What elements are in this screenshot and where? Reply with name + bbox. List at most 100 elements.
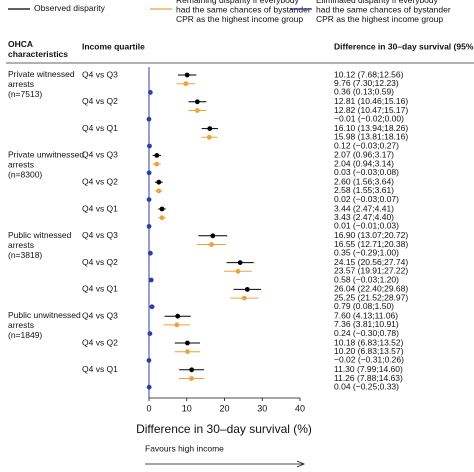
value-label: 0.04 (−0.25;0.33) xyxy=(334,381,399,391)
comparison-label: Q4 vs Q3 xyxy=(82,69,118,79)
comparison-label: Q4 vs Q3 xyxy=(82,310,118,320)
estimate-dot xyxy=(147,331,153,336)
estimate-dot xyxy=(206,134,212,140)
value-label: 9.76 (7.30;12.23) xyxy=(334,78,399,88)
legend-label-line: Eliminated disparity if everybody xyxy=(316,0,439,5)
estimate-dot xyxy=(237,260,243,265)
value-label: −0.02 (−0.31;0.26) xyxy=(334,355,404,365)
estimate-dot xyxy=(184,72,190,78)
legend-label: Remaining disparity if everybody had the … xyxy=(176,0,311,24)
estimate-dot xyxy=(185,349,190,355)
estimate-dot xyxy=(146,170,152,176)
value-label: 12.81 (10.46;15.16) xyxy=(334,96,408,106)
value-label: 0.12 (−0.03;0.27) xyxy=(334,140,399,150)
group-label-line: Private unwitnessed xyxy=(8,150,84,160)
estimate-dot xyxy=(244,287,250,292)
value-label: −0.01 (−0.02;0.00) xyxy=(334,113,404,123)
estimate-dot xyxy=(146,358,152,363)
group-label-line: Public witnessed xyxy=(8,230,72,240)
x-tick-label: 10 xyxy=(182,403,192,413)
group-label-line: arrests xyxy=(8,320,34,330)
value-label: 3.44 (2.47;4.41) xyxy=(334,203,394,213)
estimate-dot xyxy=(149,304,155,310)
estimate-dot xyxy=(189,367,195,373)
annotation: Favours high income xyxy=(145,443,224,453)
comparison-label: Q4 vs Q3 xyxy=(82,230,118,240)
value-label: 0.58 (−0.03;1.20) xyxy=(334,274,399,284)
comparison-label: Q4 vs Q2 xyxy=(82,337,118,347)
value-label: 23.57 (19.91;27.22) xyxy=(334,266,408,276)
estimate-dot xyxy=(159,215,165,221)
value-label: 2.60 (1.56;3.64) xyxy=(334,176,394,186)
group-label: Private witnessed arrests (n=7513) xyxy=(8,69,75,99)
value-label: 24.15 (20.56;27.74) xyxy=(334,257,408,267)
value-label: 16.55 (12.71;20.38) xyxy=(334,239,408,249)
header-characteristics-line: characteristics xyxy=(8,49,68,59)
value-label: 0.01 (−0.01;0.03) xyxy=(334,221,399,231)
value-label: 0.35 (−0.29;1.00) xyxy=(334,247,399,257)
value-label: 10.18 (6.83;13.52) xyxy=(334,337,404,347)
x-tick-label: 30 xyxy=(257,403,267,413)
value-label: 16.90 (13.07;20.72) xyxy=(334,230,408,240)
estimate-dot xyxy=(207,126,213,131)
value-label: 0.79 (0.08;1.50) xyxy=(334,301,394,311)
x-axis-title: Difference in 30–day survival (%) xyxy=(136,422,312,436)
group-label-line: Private witnessed xyxy=(8,69,75,79)
estimate-dot xyxy=(147,143,152,149)
estimate-dot xyxy=(156,179,162,185)
value-label: 10.12 (7.68;12.56) xyxy=(334,69,404,79)
group-label-line: arrests xyxy=(8,160,34,170)
comparison-label: Q4 vs Q1 xyxy=(82,284,118,294)
estimate-dot xyxy=(183,81,189,87)
value-label: 2.07 (0.96;3.17) xyxy=(334,150,394,160)
legend-label-line: CPR as the highest income group xyxy=(176,14,303,24)
header-quartile: Income quartile xyxy=(82,41,145,51)
group-label-line: arrests xyxy=(8,79,34,89)
value-label: 10.20 (6.83;13.57) xyxy=(334,346,404,356)
group-label-line: (n=1849) xyxy=(8,330,42,340)
estimate-dot xyxy=(147,250,153,256)
comparison-label: Q4 vs Q2 xyxy=(82,257,118,267)
value-label: 7.60 (4.13;11.06) xyxy=(334,310,398,320)
value-label: 16.10 (13.94;18.26) xyxy=(334,123,408,133)
group-label-line: (n=7513) xyxy=(8,89,42,99)
comparison-label: Q4 vs Q2 xyxy=(82,96,118,106)
value-label: 0.02 (−0.03;0.07) xyxy=(334,194,399,204)
legend-label-line: had the same chances of bystander xyxy=(176,5,311,15)
comparison-label: Q4 vs Q1 xyxy=(82,123,118,133)
estimate-dot xyxy=(154,153,160,158)
estimate-dot xyxy=(194,99,200,105)
group-label: Private unwitnessed arrests (n=8300) xyxy=(8,150,84,180)
comparison-label: Q4 vs Q3 xyxy=(82,150,118,160)
header-difference: Difference in 30–day survival (95% CI) xyxy=(334,41,474,51)
x-tick-label: 20 xyxy=(219,403,229,413)
estimate-dot xyxy=(210,233,216,239)
value-label: 11.26 (7.88;14.63) xyxy=(334,373,403,383)
estimate-dot xyxy=(185,340,190,346)
estimate-dot xyxy=(148,277,154,283)
estimate-dot xyxy=(154,161,160,167)
value-label: 11.30 (7.99;14.60) xyxy=(334,364,403,374)
estimate-dot xyxy=(235,268,241,274)
legend-label: Observed disparity xyxy=(34,3,106,13)
x-tick-label: 40 xyxy=(295,403,305,413)
estimate-dot xyxy=(241,295,247,301)
value-label: 0.36 (0.13;0.59) xyxy=(334,87,394,97)
group-label-line: (n=3818) xyxy=(8,250,42,260)
estimate-dot xyxy=(209,242,214,247)
estimate-dot xyxy=(146,116,152,122)
comparison-label: Q4 vs Q2 xyxy=(82,176,118,186)
value-label: 2.04 (0.94;3.14) xyxy=(334,158,394,168)
x-tick-label: 0 xyxy=(146,403,151,413)
comparison-label: Q4 vs Q1 xyxy=(82,364,118,374)
legend-label-line: had the same chances of bystander xyxy=(316,5,451,15)
value-label: 7.36 (3.81;10.91) xyxy=(334,319,399,329)
value-label: 15.98 (13.81;18.16) xyxy=(334,132,408,142)
value-label: 2.58 (1.55;3.61) xyxy=(334,185,394,195)
estimate-dot xyxy=(175,313,181,319)
comparison-label: Q4 vs Q1 xyxy=(82,203,118,213)
group-label-line: arrests xyxy=(8,240,34,250)
legend-label-line: Remaining disparity if everybody xyxy=(176,0,300,5)
value-label: 0.24 (−0.30;0.78) xyxy=(334,328,399,338)
estimate-dot xyxy=(146,224,152,229)
